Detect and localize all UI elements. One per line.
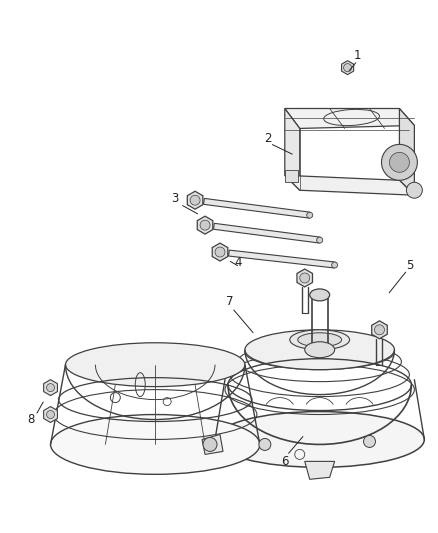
Circle shape bbox=[46, 384, 54, 392]
Circle shape bbox=[259, 439, 271, 450]
Polygon shape bbox=[197, 216, 213, 234]
Text: 3: 3 bbox=[171, 192, 179, 205]
Text: 5: 5 bbox=[406, 259, 413, 271]
Circle shape bbox=[215, 247, 225, 257]
Circle shape bbox=[300, 273, 310, 283]
Ellipse shape bbox=[310, 289, 330, 301]
Circle shape bbox=[406, 182, 422, 198]
Circle shape bbox=[46, 410, 54, 418]
Ellipse shape bbox=[317, 237, 323, 243]
Ellipse shape bbox=[307, 212, 313, 218]
Polygon shape bbox=[44, 407, 57, 423]
Circle shape bbox=[389, 152, 410, 172]
Polygon shape bbox=[342, 61, 353, 75]
Polygon shape bbox=[285, 109, 300, 190]
Ellipse shape bbox=[215, 411, 424, 467]
Ellipse shape bbox=[50, 415, 260, 474]
Polygon shape bbox=[372, 321, 387, 339]
Polygon shape bbox=[214, 223, 320, 243]
Text: 6: 6 bbox=[281, 455, 289, 468]
Polygon shape bbox=[305, 462, 335, 479]
Polygon shape bbox=[285, 171, 298, 182]
Circle shape bbox=[200, 220, 210, 230]
Text: 7: 7 bbox=[226, 295, 234, 309]
Circle shape bbox=[374, 325, 385, 335]
Circle shape bbox=[381, 144, 417, 180]
Polygon shape bbox=[212, 243, 228, 261]
Ellipse shape bbox=[245, 330, 395, 370]
Text: 2: 2 bbox=[264, 132, 272, 145]
Polygon shape bbox=[285, 109, 414, 128]
Polygon shape bbox=[204, 198, 310, 218]
Text: 8: 8 bbox=[27, 413, 34, 426]
Ellipse shape bbox=[290, 330, 350, 350]
Ellipse shape bbox=[305, 342, 335, 358]
Polygon shape bbox=[44, 379, 57, 395]
Polygon shape bbox=[229, 250, 335, 268]
Text: 4: 4 bbox=[234, 255, 242, 269]
Ellipse shape bbox=[332, 262, 338, 268]
Polygon shape bbox=[285, 175, 414, 195]
Text: 1: 1 bbox=[354, 49, 361, 62]
Circle shape bbox=[364, 435, 375, 447]
Polygon shape bbox=[202, 434, 223, 455]
Circle shape bbox=[190, 195, 200, 205]
Polygon shape bbox=[297, 269, 312, 287]
Polygon shape bbox=[399, 109, 414, 195]
Circle shape bbox=[343, 63, 352, 71]
Ellipse shape bbox=[298, 333, 342, 347]
Ellipse shape bbox=[66, 343, 245, 386]
Circle shape bbox=[203, 438, 217, 451]
Polygon shape bbox=[187, 191, 203, 209]
